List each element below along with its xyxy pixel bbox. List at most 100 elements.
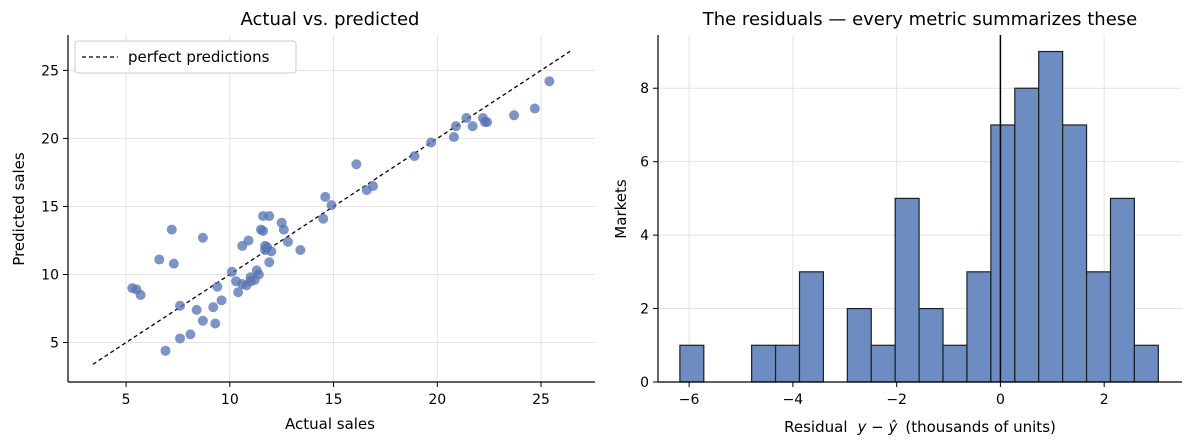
scatter-point [529,103,540,114]
scatter-point [264,257,275,268]
scatter-point [166,224,177,235]
histogram-y-tick-label: 4 [640,228,649,244]
histogram-title: The residuals — every metric summarizes … [702,9,1138,30]
histogram-xlabel-prefix: Residual [784,418,847,436]
scatter-point [461,113,472,124]
scatter-point [210,318,221,329]
histogram-y-tick-label: 0 [640,375,649,391]
histogram-x-tick-label: 0 [996,392,1005,408]
scatter-y-tick-label: 5 [50,336,59,352]
scatter-legend: perfect predictions [74,40,297,74]
scatter-points [127,76,555,356]
scatter-point [226,266,237,277]
scatter-ticks: 5 10 15 20 25 5 10 15 20 25 [41,63,550,408]
scatter-point [233,287,244,298]
scatter-x-tick-label: 25 [532,392,550,408]
histogram-x-tick-label: −2 [886,392,907,408]
scatter-x-tick-label: 20 [428,392,446,408]
histogram-x-tick-label: −6 [679,392,700,408]
scatter-point [191,304,202,315]
histogram-bar [870,344,896,383]
histogram-bar [966,271,992,383]
histogram-xlabel-math: y − ŷ [857,418,899,436]
scatter-point [185,329,196,340]
scatter-title: Actual vs. predicted [241,9,420,30]
scatter-point [318,213,329,224]
scatter-point [351,159,362,170]
histogram-ylabel: Markets [612,179,630,239]
scatter-point [216,295,227,306]
scatter-point [409,151,420,162]
scatter-point [448,132,459,143]
histogram-y-tick-label: 6 [640,155,649,171]
histogram-bar [751,344,777,383]
scatter-grid [68,35,595,382]
scatter-point [295,245,306,256]
scatter-xlabel: Actual sales [285,415,375,433]
histogram-y-tick-label: 2 [640,302,649,318]
scatter-spines [67,35,595,383]
scatter-y-tick-label: 25 [41,63,59,79]
scatter-point [258,225,269,236]
scatter-point [282,236,293,247]
histogram-bar [846,307,872,383]
scatter-point [320,191,331,202]
histogram-bar [942,344,968,383]
legend-entry-perfect-predictions: perfect predictions [128,48,270,66]
scatter-y-tick-label: 15 [41,199,59,215]
scatter-point [509,110,520,121]
scatter-x-tick-label: 10 [221,392,239,408]
scatter-point [266,246,277,257]
scatter-x-tick-label: 15 [325,392,343,408]
histogram-bar [1062,124,1088,383]
scatter-point [450,121,461,132]
histogram-y-tick-label: 8 [640,81,649,97]
scatter-point [135,289,146,300]
scatter-point [168,258,179,269]
histogram-bar [894,197,920,383]
histogram-bar [1014,87,1040,383]
histogram-ticks: −6 −4 −2 0 2 0 2 4 6 8 [640,81,1109,408]
scatter-x-tick-label: 5 [122,392,131,408]
histogram-bar [1085,271,1112,383]
scatter-point [160,345,171,356]
scatter-point [175,300,186,311]
histogram-bar [1109,197,1136,383]
scatter-point [212,281,223,292]
scatter-point [253,269,264,280]
histogram-bar [1133,344,1159,383]
histogram-bars [679,50,1159,383]
histogram-x-tick-label: −4 [783,392,804,408]
histogram-bar [1038,50,1064,383]
histogram-bar [798,271,825,383]
scatter-point [197,232,208,243]
histogram-spines [657,35,1182,383]
scatter-point [264,210,275,221]
scatter-point [175,333,186,344]
scatter-ylabel: Predicted sales [10,152,28,266]
histogram-x-tick-label: 2 [1100,392,1109,408]
scatter-point [426,137,437,148]
histogram-bar [918,307,944,383]
histogram-xlabel-suffix: (thousands of units) [905,418,1056,436]
histogram-bar [774,344,801,383]
residual-histogram: −6 −4 −2 0 2 0 2 4 6 8 The residuals — every metr… [612,9,1182,436]
histogram-xlabel: Residual y − ŷ (thousands of units) [784,418,1056,436]
scatter-point [482,117,493,128]
scatter-point [467,121,478,132]
scatter-point [208,302,219,313]
scatter-point [154,254,165,265]
scatter-point [367,181,378,192]
histogram-bar [990,124,1016,383]
histogram-bar [679,344,705,383]
scatter-y-tick-label: 10 [41,267,59,283]
scatter-y-tick-label: 20 [41,131,59,147]
scatter-point [278,224,289,235]
legend-box [74,40,297,74]
scatter-point [544,76,555,87]
scatter-point [243,235,254,246]
scatter-point [326,200,337,211]
scatter-point [197,315,208,326]
